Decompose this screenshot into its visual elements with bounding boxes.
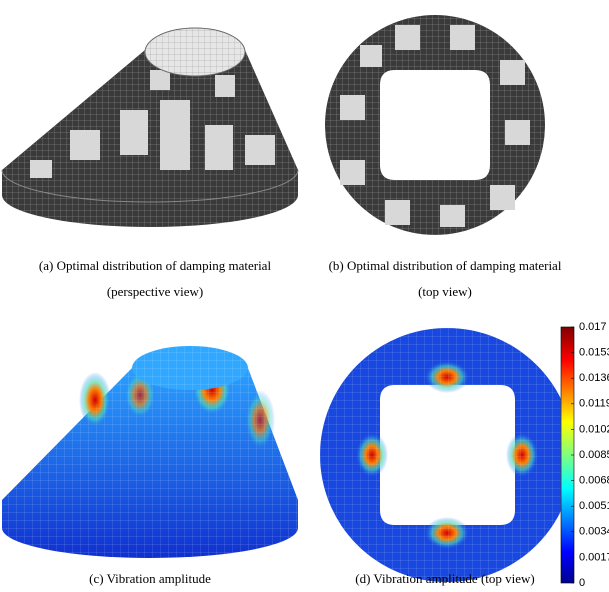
colorbar-tick-label: 0.0153 (579, 347, 609, 359)
colorbar: 0.017 0.0153 0.0136 0.0119 0.0102 0.0085 0.006… (560, 321, 609, 589)
caption: (b) Optimal distribution of damping mate… (329, 258, 562, 273)
ring-vibration (320, 327, 574, 583)
colorbar-tick-label: 0.0034 (579, 526, 609, 538)
caption: (top view) (418, 284, 472, 299)
ring-layout (325, 15, 545, 235)
colorbar-tick-label: 0.017 (579, 321, 607, 333)
caption: (c) Vibration amplitude (89, 571, 211, 586)
colorbar-tick-label: 0.0051 (579, 500, 609, 512)
caption: (a) Optimal distribution of damping mate… (39, 258, 272, 273)
captions: (a) Optimal distribution of damping mate… (39, 258, 562, 586)
colorbar-tick-label: 0.0085 (579, 449, 609, 461)
cone-vibration (2, 346, 298, 558)
colorbar-tick-label: 0 (579, 577, 585, 589)
caption: (perspective view) (107, 284, 203, 299)
cone-layout (1, 27, 299, 227)
colorbar-tick-label: 0.0017 (579, 551, 609, 563)
colorbar-tick-label: 0.0136 (579, 372, 609, 384)
caption: (d) Vibration amplitude (top view) (355, 571, 535, 586)
colorbar-tick-label: 0.0119 (579, 398, 609, 410)
colorbar-tick-label: 0.0102 (579, 423, 609, 435)
colorbar-tick-label: 0.0068 (579, 475, 609, 487)
